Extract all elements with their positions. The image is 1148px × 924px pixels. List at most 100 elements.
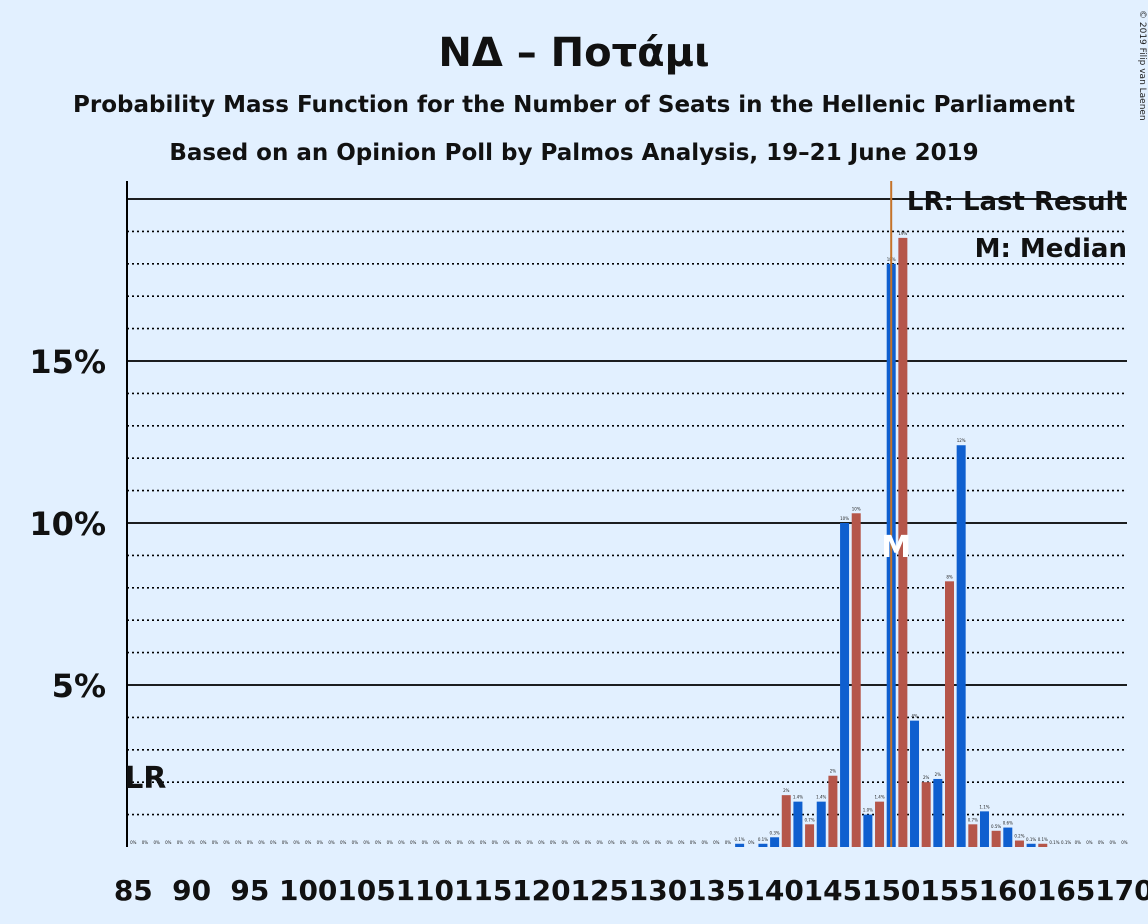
bar-value-label: 0%	[1110, 840, 1117, 845]
bar-value-label: 0%	[690, 840, 697, 845]
gridlines	[127, 198, 1127, 816]
copyright-notice: © 2019 Filip van Laenen	[1137, 10, 1147, 121]
x-tick-label: 115	[454, 874, 512, 907]
bar	[910, 720, 920, 847]
bar	[793, 801, 803, 847]
x-tick-label: 110	[396, 874, 454, 907]
bar	[921, 782, 931, 847]
bar-value-label: 0%	[235, 840, 242, 845]
bar-value-label: 0%	[165, 840, 172, 845]
bar-value-label: 0%	[1098, 840, 1105, 845]
bar	[875, 801, 885, 847]
bar-value-label: 2%	[935, 772, 942, 777]
bar-value-label: 0%	[410, 840, 417, 845]
bar	[735, 843, 745, 847]
bar-value-label: 0.6%	[1003, 821, 1013, 826]
bar-value-label: 0%	[748, 840, 755, 845]
bar	[1003, 827, 1013, 847]
bar-value-label: 0%	[678, 840, 685, 845]
bar-value-label: 0%	[538, 840, 545, 845]
x-tick-label: 150	[862, 874, 920, 907]
bar-value-label: 0.1%	[1049, 840, 1059, 845]
bar	[991, 830, 1001, 847]
bar-value-label: 0%	[457, 840, 464, 845]
bar	[805, 824, 815, 847]
bar-value-label: 0%	[480, 840, 487, 845]
bar-value-label: 0.3%	[770, 830, 780, 835]
bar-value-label: 1.0%	[863, 808, 873, 813]
x-axis-ticks: 85 90 95 100 105 110 115 120 125 130 135 140 145 150 1…	[114, 874, 1148, 907]
bar-value-label: 0%	[188, 840, 195, 845]
bar-value-label: 0.1%	[1061, 840, 1071, 845]
x-tick-label: 105	[337, 874, 395, 907]
bar-value-label: 0.7%	[804, 817, 814, 822]
bar	[968, 824, 978, 847]
bar-value-label: 0%	[387, 840, 394, 845]
legend-last-result: LR: Last Result	[907, 187, 1127, 217]
bar-value-label: 0%	[573, 840, 580, 845]
bar	[828, 775, 838, 847]
bar-value-label: 0%	[317, 840, 324, 845]
bar-value-label: 0%	[655, 840, 662, 845]
bar-value-label: 0%	[468, 840, 475, 845]
bar-value-label: 2%	[923, 775, 930, 780]
bar	[1038, 843, 1048, 847]
x-tick-label: 140	[745, 874, 803, 907]
bar-value-label: 0.5%	[991, 824, 1001, 829]
bar	[863, 814, 873, 847]
bar-value-label: 0.1%	[1026, 837, 1036, 842]
bar-value-label: 0.1%	[758, 837, 768, 842]
bar-value-label: 0%	[503, 840, 510, 845]
bar	[956, 445, 966, 847]
bar-value-label: 0%	[608, 840, 615, 845]
bar	[816, 801, 826, 847]
bar-value-label: 10%	[840, 516, 849, 521]
bars	[735, 237, 1048, 847]
bar	[840, 523, 850, 847]
bar-value-label: 10%	[852, 506, 861, 511]
bar	[933, 778, 943, 847]
bar-value-label: 0%	[130, 840, 137, 845]
median-marker: M	[881, 530, 911, 565]
x-tick-label: 135	[687, 874, 745, 907]
bar-value-label: 0%	[270, 840, 277, 845]
x-tick-label: 145	[804, 874, 862, 907]
bar-value-label: 1.4%	[874, 795, 884, 800]
bar-labels: 0% 0% 0% 0% 0% 0% 0% 0% 0% 0% 0% 0% 0% 0% 0% 0% 0% 0% 0% 0%…	[130, 231, 1128, 845]
bar	[781, 795, 791, 847]
bar-value-label: 0%	[701, 840, 708, 845]
chart-subtitle-1: Probability Mass Function for the Number…	[73, 92, 1075, 118]
bar-value-label: 0%	[422, 840, 429, 845]
bar	[979, 811, 989, 847]
bar-value-label: 0%	[725, 840, 732, 845]
x-tick-label: 130	[629, 874, 687, 907]
bar	[898, 237, 908, 847]
bar-value-label: 1.4%	[793, 795, 803, 800]
bar	[758, 843, 768, 847]
bar	[1026, 843, 1036, 847]
bar-value-label: 0%	[142, 840, 149, 845]
bar-value-label: 0%	[666, 840, 673, 845]
bar-value-label: 0.2%	[1014, 834, 1024, 839]
bar-value-label: 0%	[713, 840, 720, 845]
bar-value-label: 0%	[1086, 840, 1093, 845]
bar-value-label: 0%	[643, 840, 650, 845]
x-tick-label: 95	[230, 874, 269, 907]
bar-value-label: 2%	[783, 788, 790, 793]
bar-value-label: 1.1%	[979, 804, 989, 809]
x-tick-label: 100	[279, 874, 337, 907]
bar-value-label: 0%	[177, 840, 184, 845]
bar-value-label: 8%	[946, 574, 953, 579]
bar-value-label: 0%	[562, 840, 569, 845]
x-tick-label: 125	[570, 874, 628, 907]
bar	[1014, 840, 1024, 847]
bar-value-label: 0%	[282, 840, 289, 845]
x-tick-label: 90	[172, 874, 211, 907]
y-axis-ticks: 5% 10% 15%	[29, 343, 106, 705]
bar-value-label: 0%	[1121, 840, 1128, 845]
bar-value-label: 0%	[340, 840, 347, 845]
bar-value-label: 0.1%	[1038, 837, 1048, 842]
bar-value-label: 0%	[328, 840, 335, 845]
